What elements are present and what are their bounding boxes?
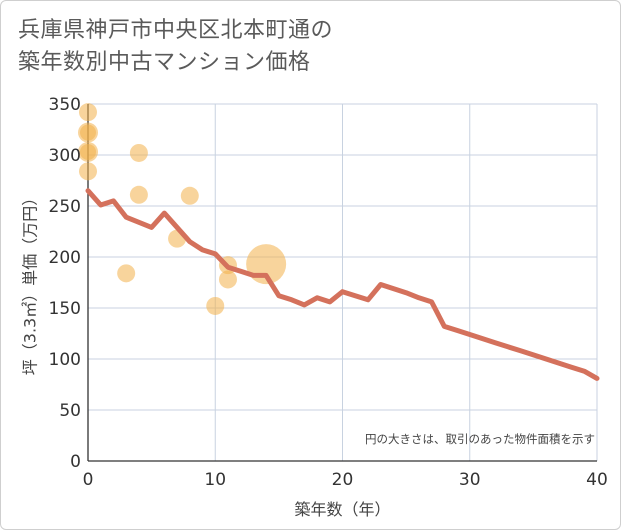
area-bubble xyxy=(129,185,148,204)
grid-lines xyxy=(88,103,597,461)
y-tick-label: 350 xyxy=(49,95,81,115)
area-bubble xyxy=(80,124,96,141)
chart-title-line-2: 築年数別中古マンション価格 xyxy=(18,50,311,75)
area-bubble xyxy=(79,103,97,122)
area-bubble xyxy=(206,296,225,315)
x-axis-label: 築年数（年） xyxy=(294,500,390,519)
x-tick-label: 40 xyxy=(586,470,608,490)
y-tick-label: 300 xyxy=(49,146,81,166)
y-tick-label: 50 xyxy=(59,401,81,421)
area-bubbles xyxy=(78,103,287,315)
y-tick-label: 150 xyxy=(49,299,81,319)
y-axis-label: 坪（3.3㎡）単価（万円） xyxy=(21,190,40,375)
area-bubble xyxy=(180,186,199,205)
area-bubble xyxy=(80,143,96,160)
y-tick-label: 200 xyxy=(49,248,81,268)
x-tick-label: 30 xyxy=(459,470,481,490)
price-line xyxy=(85,188,600,381)
chart-title: 兵庫県神戸市中央区北本町通の 築年数別中古マンション価格 xyxy=(18,15,538,79)
y-tick-label: 250 xyxy=(49,197,81,217)
area-bubble xyxy=(218,270,237,289)
bubble-size-note: 円の大きさは、取引のあった物件面積を示す xyxy=(365,432,595,446)
x-tick-label: 20 xyxy=(332,470,354,490)
area-bubble xyxy=(117,264,136,283)
y-tick-label: 100 xyxy=(49,350,81,370)
area-bubble xyxy=(129,143,148,162)
x-tick-label: 10 xyxy=(204,470,226,490)
chart-title-line-1: 兵庫県神戸市中央区北本町通の xyxy=(18,18,334,43)
tick-labels: 0 10 20 30 40 0 50 100 150 200 250 300 350 xyxy=(49,95,608,490)
area-bubble xyxy=(79,162,97,181)
y-tick-label: 0 xyxy=(70,452,81,472)
price-line-series xyxy=(85,188,600,381)
x-tick-label: 0 xyxy=(83,470,94,490)
